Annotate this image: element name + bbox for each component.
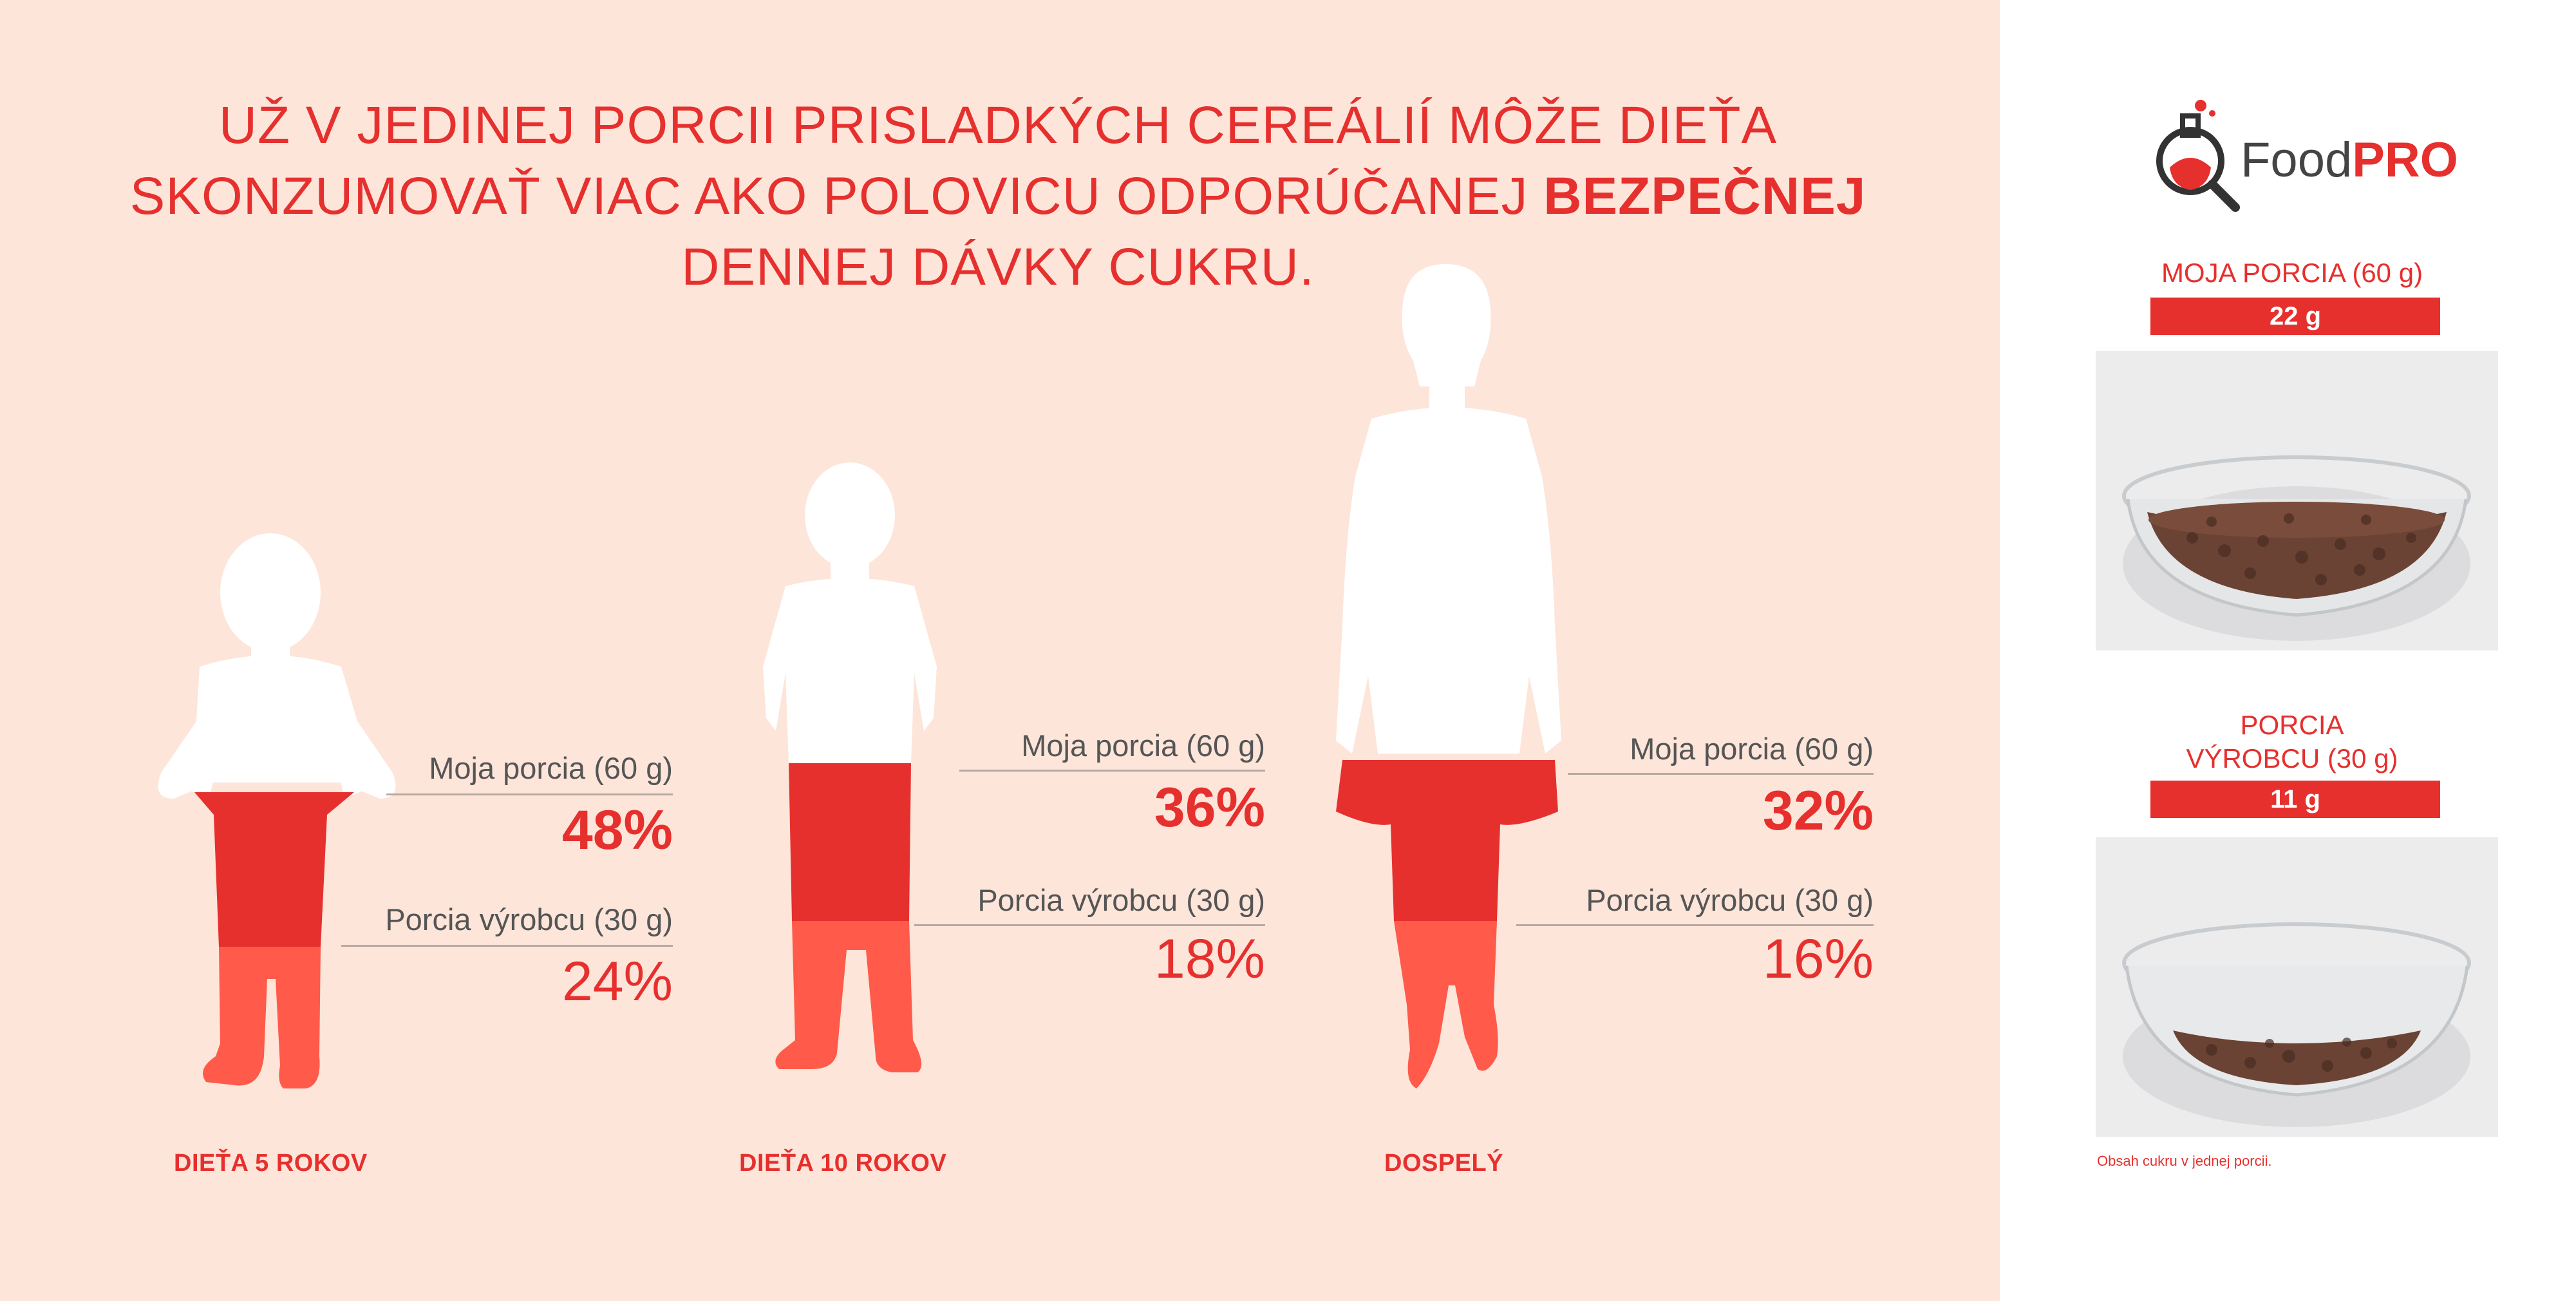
my-portion-title: MOJA PORCIA (60 g): [2161, 258, 2423, 288]
child-10-maker-portion-fill: [775, 921, 922, 1072]
child-10-my-portion-rule: [959, 770, 1265, 772]
footnote: Obsah cukru v jednej porcii.: [2097, 1153, 2272, 1169]
child-5-silhouette: [158, 533, 396, 1088]
child-10-maker-portion-label: Porcia výrobcu (30 g): [977, 883, 1265, 917]
child-5-my-portion-rule: [386, 793, 673, 795]
child-5-maker-portion-value: 24%: [561, 951, 673, 1012]
maker-portion-sugar-badge: 11 g: [2150, 781, 2440, 818]
child-10-maker-portion-rule: [914, 924, 1265, 926]
adult-my-portion-rule: [1568, 773, 1874, 775]
child-10-upper-body: [763, 462, 937, 763]
my-portion-cereal-bowl-photo: [2096, 351, 2498, 650]
brand-name-bold: PRO: [2352, 133, 2458, 187]
headline-emphasis: BEZPEČNEJ: [1543, 167, 1866, 225]
maker-portion-cereal-bowl-photo: [2096, 837, 2498, 1137]
child-5-maker-portion-label: Porcia výrobcu (30 g): [385, 902, 673, 936]
headline-line-2-text: SKONZUMOVAŤ VIAC AKO POLOVICU ODPORÚČANE…: [129, 167, 1544, 225]
child-10-caption: DIEŤA 10 ROKOV: [739, 1150, 947, 1177]
flask-magnifier-icon: [2156, 100, 2240, 212]
headline-line-1: UŽ V JEDINEJ PORCII PRISLADKÝCH CEREÁLIÍ…: [218, 96, 1778, 155]
adult-my-portion-value: 32%: [1762, 780, 1874, 842]
headline-line-2: SKONZUMOVAŤ VIAC AKO POLOVICU ODPORÚČANE…: [97, 161, 1899, 232]
child-5-my-portion-label: Moja porcia (60 g): [429, 751, 673, 785]
child-10-my-portion-label: Moja porcia (60 g): [1021, 728, 1265, 763]
adult-my-portion-label: Moja porcia (60 g): [1630, 732, 1874, 766]
child-5-my-portion-fill: [194, 792, 354, 947]
child-10-my-portion-fill: [789, 763, 911, 921]
adult-upper-body: [1336, 264, 1561, 754]
main-panel: [0, 0, 2000, 1301]
adult-maker-portion-fill: [1394, 921, 1498, 1088]
child-5-maker-portion-fill: [203, 947, 321, 1088]
child-5-upper-body: [158, 533, 396, 799]
brand-name-regular: Food: [2241, 133, 2353, 187]
child-5-caption: DIEŤA 5 ROKOV: [174, 1150, 368, 1177]
adult-caption: DOSPELÝ: [1384, 1150, 1504, 1177]
maker-portion-title: PORCIA VÝROBCU (30 g): [2186, 710, 2398, 774]
child-5-maker-portion-rule: [341, 945, 673, 947]
adult-my-portion-fill: [1336, 760, 1558, 921]
adult-silhouette: [1336, 264, 1561, 1088]
headline: UŽ V JEDINEJ PORCII PRISLADKÝCH CEREÁLIÍ…: [97, 90, 1899, 303]
my-portion-sugar-badge: 22 g: [2150, 298, 2440, 335]
child-5-my-portion-value: 48%: [561, 799, 673, 861]
brand-logo: FoodPRO: [2241, 132, 2458, 188]
adult-maker-portion-label: Porcia výrobcu (30 g): [1586, 883, 1874, 917]
child-10-my-portion-value: 36%: [1154, 777, 1265, 839]
child-10-silhouette: [763, 462, 937, 1072]
adult-maker-portion-value: 16%: [1762, 928, 1874, 990]
child-10-maker-portion-value: 18%: [1154, 928, 1265, 990]
adult-maker-portion-rule: [1516, 924, 1874, 926]
headline-line-3: DENNEJ DÁVKY CUKRU.: [681, 238, 1315, 296]
